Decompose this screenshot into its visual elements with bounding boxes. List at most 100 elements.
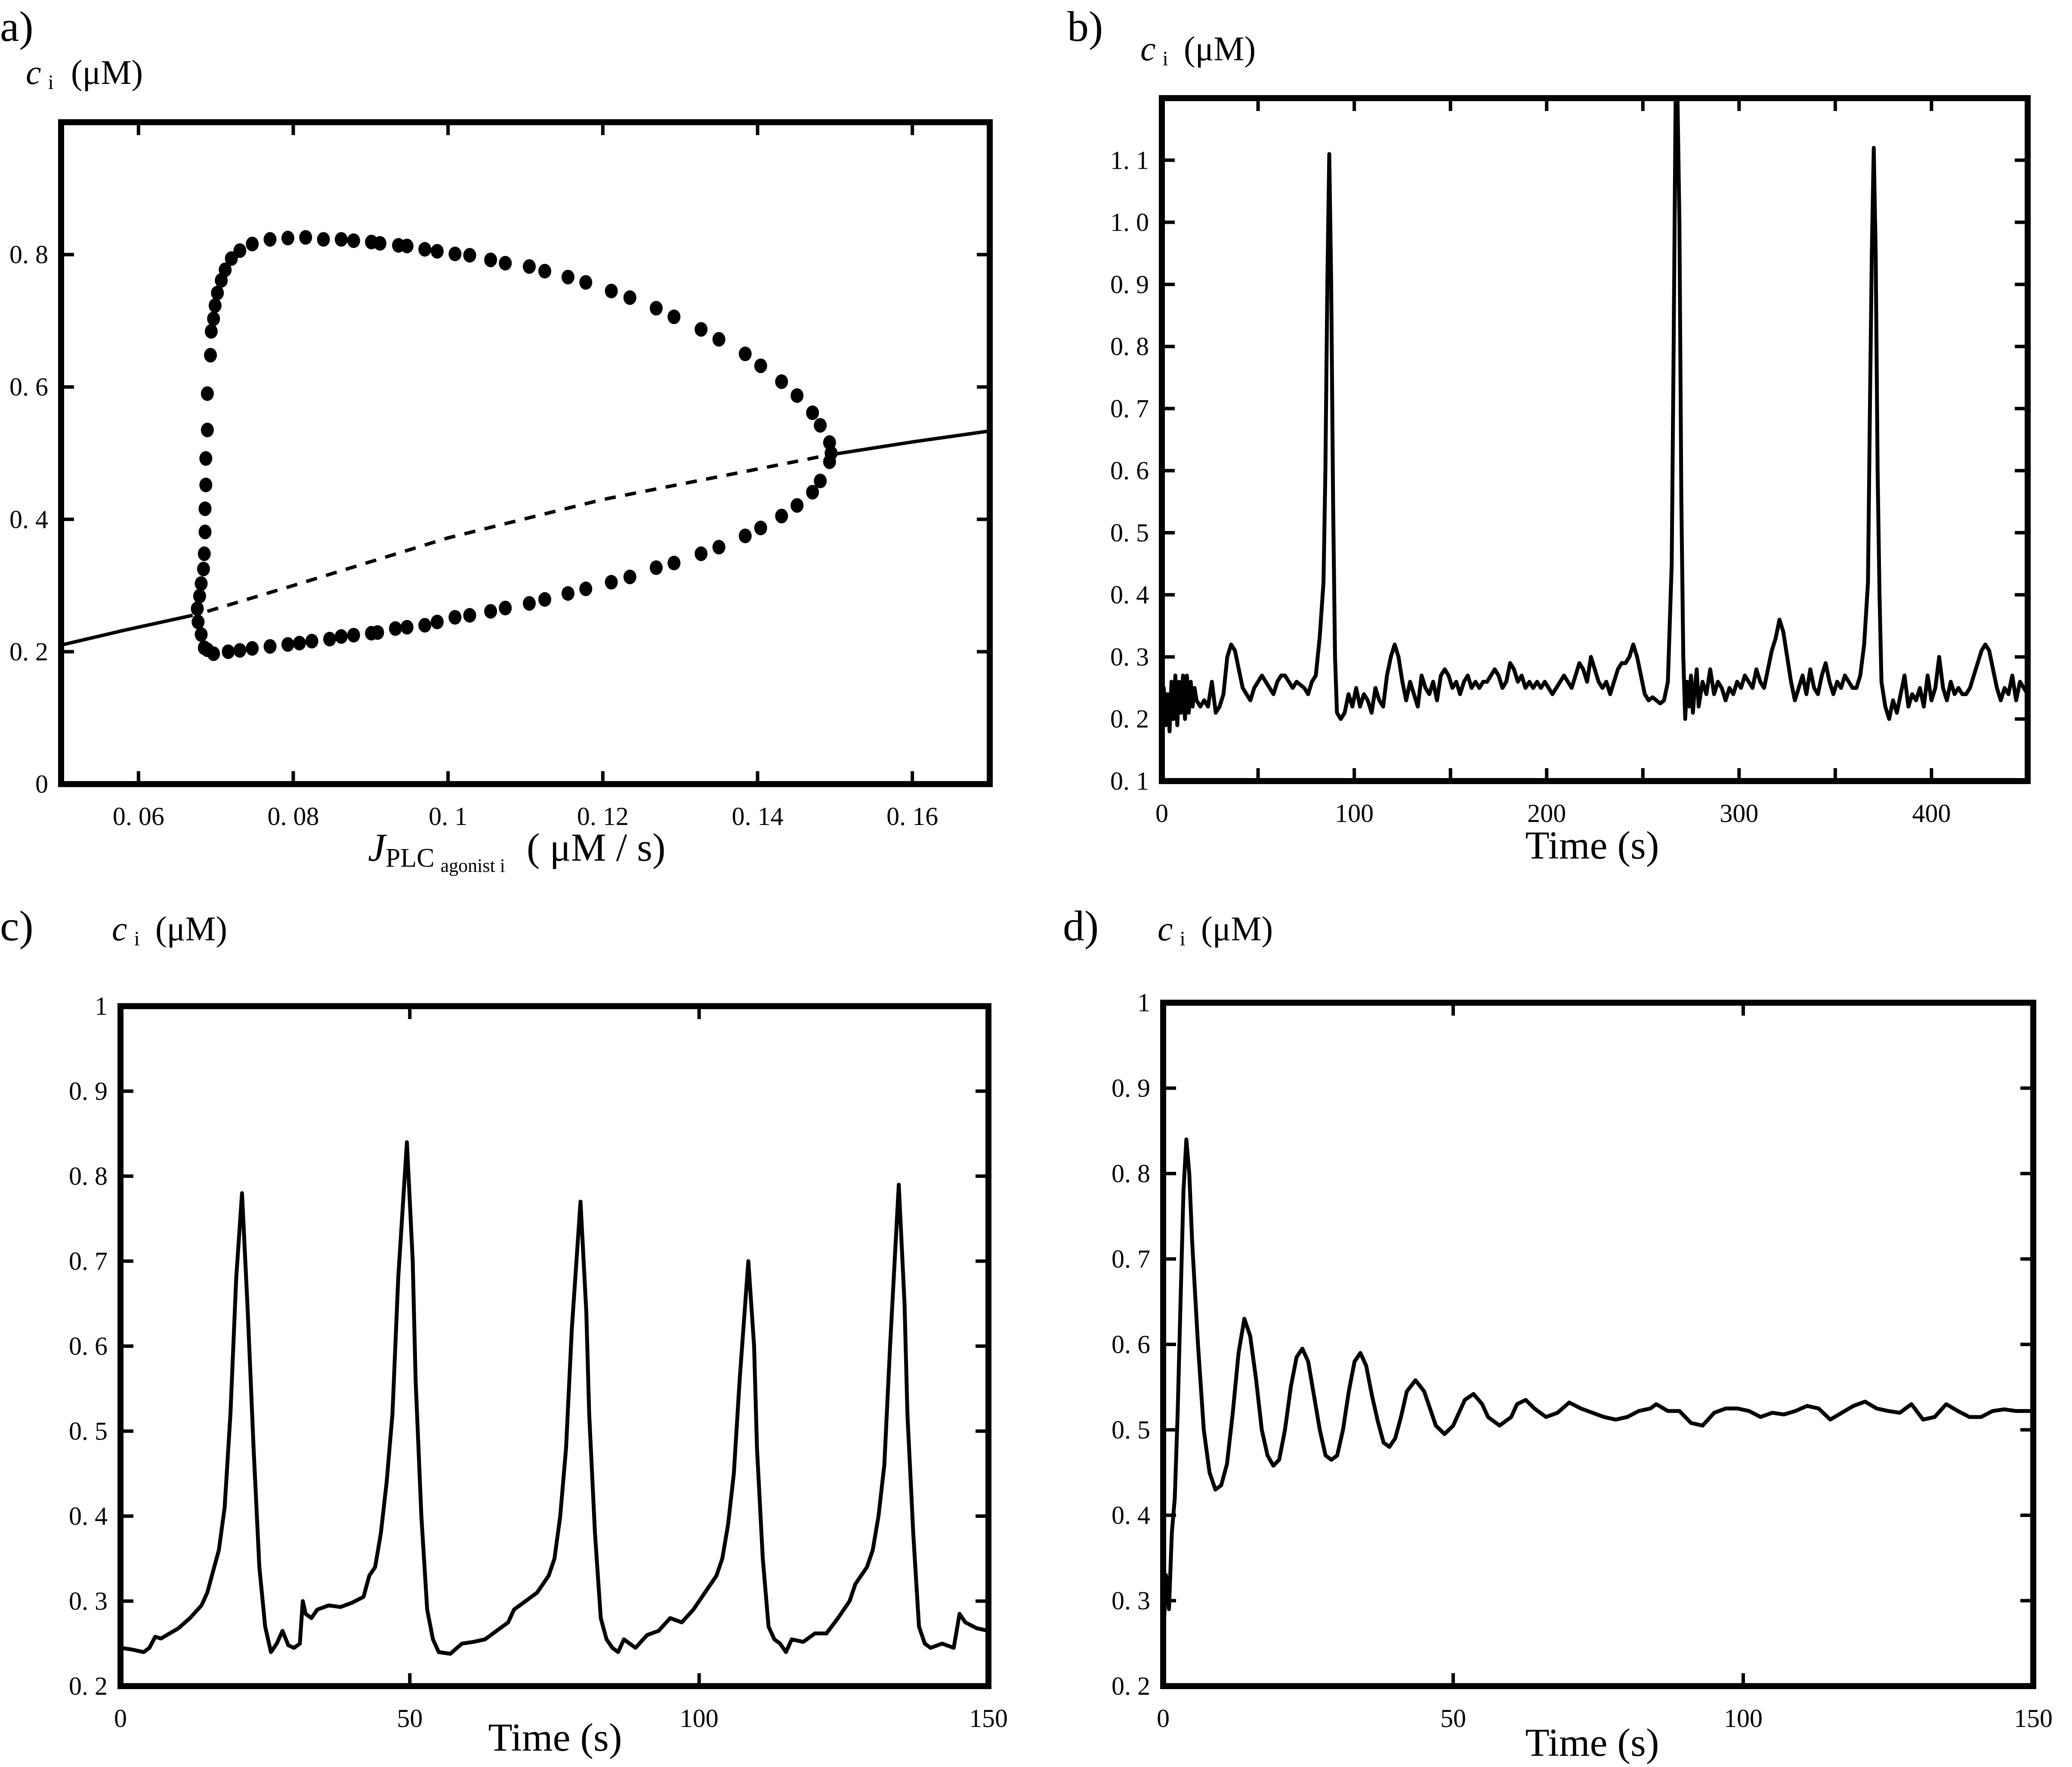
y-tick-label: 0. 2 — [1110, 705, 1149, 733]
y-tick-label: 0. 9 — [1112, 1074, 1150, 1103]
x-axis-title-d: Time (s) — [1525, 1721, 1659, 1764]
limit-cycle-dot — [263, 232, 277, 247]
limit-cycle-dot — [222, 644, 235, 659]
series-group — [61, 230, 990, 661]
limit-cycle-dot — [293, 636, 306, 651]
limit-cycle-dot — [499, 256, 512, 271]
limit-cycle-dot — [365, 626, 378, 641]
y-tick-label: 0. 2 — [69, 1672, 108, 1700]
y-tick-label: 0. 8 — [1110, 332, 1149, 361]
y-tick-label: 0. 5 — [69, 1417, 108, 1446]
panel-label-d: d) — [1063, 902, 1099, 950]
unstable-branch-line — [207, 453, 828, 613]
panel-c: c) c i (μM) Time (s) 0 50 100 150 0. 2 0. 3 0. 4… — [0, 902, 1008, 1759]
panel-label-a: a) — [0, 3, 34, 50]
y-tick-label: 0. 5 — [1112, 1416, 1150, 1444]
y-axis-title-d: c i (μM) — [1158, 910, 1273, 950]
y-var-a: c — [26, 54, 41, 92]
y-tick-label: 0. 3 — [69, 1587, 108, 1616]
limit-cycle-dot — [430, 615, 444, 630]
y-unit-c: (μM) — [155, 910, 227, 948]
x-tick-label: 100 — [1335, 799, 1374, 828]
limit-cycle-dot — [791, 388, 804, 403]
limit-cycle-dot — [738, 346, 752, 361]
limit-cycle-dot — [738, 528, 752, 544]
limit-cycle-dot — [806, 485, 819, 500]
series-line — [1163, 1137, 2033, 1643]
limit-cycle-dot — [522, 596, 536, 611]
limit-cycle-dot — [775, 374, 788, 389]
limit-cycle-dot — [712, 540, 726, 555]
y-tick-label: 1. 0 — [1110, 208, 1149, 237]
y-var-d: c — [1158, 910, 1173, 948]
limit-cycle-dot — [334, 232, 348, 247]
limit-cycle-dot — [561, 269, 574, 284]
x-axis-title-c: Time (s) — [488, 1715, 622, 1759]
y-tick-label: 0. 4 — [9, 505, 48, 534]
limit-cycle-dot — [373, 236, 386, 251]
limit-cycle-dot — [400, 238, 414, 253]
y-axis-title-b: c i (μM) — [1140, 30, 1256, 70]
limit-cycle-dot — [538, 264, 551, 279]
limit-cycle-dot — [199, 451, 213, 466]
limit-cycle-dot — [623, 290, 636, 305]
limit-cycle-dot — [418, 618, 432, 633]
limit-cycle-dot — [579, 275, 593, 290]
limit-cycle-dot — [814, 473, 827, 488]
limit-cycle-dot — [211, 285, 224, 300]
x-tick-label: 200 — [1527, 799, 1566, 828]
stable-branch-line — [61, 613, 193, 647]
panel-label-b: b) — [1067, 3, 1103, 50]
limit-cycle-dot — [305, 633, 318, 649]
limit-cycle-dot — [430, 244, 444, 259]
y-unit-b: (μM) — [1184, 30, 1256, 68]
limit-cycle-dot — [418, 242, 432, 257]
y-tick-label: 0. 8 — [69, 1162, 108, 1190]
y-tick-label: 0. 7 — [69, 1247, 108, 1276]
limit-cycle-dot — [246, 641, 259, 656]
limit-cycle-dot — [463, 608, 476, 623]
stable-branch-line — [828, 429, 990, 457]
plot-area-c: 0 50 100 150 0. 2 0. 3 0. 4 0. 5 0. 6 0. 7 0. 8 0. … — [69, 992, 1008, 1733]
limit-cycle-dot — [448, 247, 462, 262]
limit-cycle-dot — [263, 639, 277, 654]
y-axis-title-c: c i (μM) — [112, 910, 227, 950]
y-axis-title-a: c i (μM) — [26, 54, 143, 94]
limit-cycle-dot — [695, 546, 708, 561]
x-tick-label: 0. 06 — [113, 802, 164, 831]
limit-cycle-dot — [649, 560, 663, 575]
limit-cycle-dot — [484, 604, 497, 619]
limit-cycle-dot — [198, 525, 212, 540]
y-tick-label: 0. 6 — [69, 1332, 108, 1360]
y-tick-label: 0. 9 — [1110, 270, 1149, 299]
y-tick-label: 0. 9 — [69, 1077, 108, 1106]
limit-cycle-dot — [605, 284, 618, 299]
limit-cycle-dot — [233, 643, 247, 658]
limit-cycle-dot — [347, 627, 360, 643]
y-tick-label: 0. 6 — [1110, 457, 1149, 485]
limit-cycle-dot — [191, 615, 205, 630]
y-tick-label: 0. 2 — [1112, 1672, 1150, 1700]
y-tick-label: 0. 4 — [1112, 1501, 1150, 1529]
x-axis-title-a: JPLC agonist i ( μM / s) — [368, 825, 666, 876]
limit-cycle-dot — [225, 251, 238, 266]
x-tick-label: 0. 1 — [429, 802, 467, 831]
limit-cycle-dot — [400, 620, 414, 635]
limit-cycle-dot — [233, 243, 247, 258]
limit-cycle-dot — [712, 332, 726, 347]
y-unit-d: (μM) — [1201, 910, 1273, 948]
limit-cycle-dot — [323, 632, 337, 647]
limit-cycle-dot — [199, 477, 213, 492]
x-tick-label: 150 — [969, 1704, 1008, 1733]
limit-cycle-dot — [195, 627, 208, 642]
limit-cycle-dot — [198, 640, 211, 655]
limit-cycle-dot — [448, 610, 462, 625]
y-tick-label: 0. 6 — [9, 373, 48, 401]
x-unit-a: ( μM / s) — [527, 825, 666, 869]
y-tick-label: 0. 4 — [1110, 581, 1149, 609]
y-tick-label: 0. 2 — [9, 637, 48, 666]
x-tick-label: 400 — [1912, 799, 1951, 828]
limit-cycle-dot — [281, 231, 294, 246]
x-tick-label: 0 — [1155, 799, 1168, 828]
